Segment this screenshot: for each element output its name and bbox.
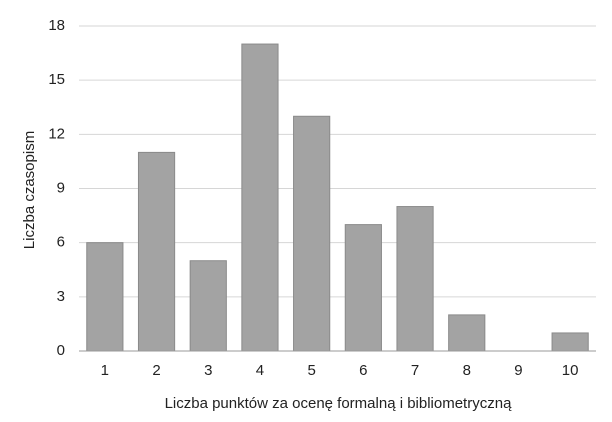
x-tick-label: 4 bbox=[256, 362, 264, 379]
bar bbox=[396, 206, 434, 352]
y-tick-label: 18 bbox=[48, 17, 65, 34]
bar bbox=[448, 314, 486, 352]
x-tick-label: 8 bbox=[463, 362, 471, 379]
x-tick-label: 10 bbox=[562, 362, 579, 379]
x-tick-label: 9 bbox=[514, 362, 522, 379]
y-tick-label: 15 bbox=[48, 71, 65, 88]
bar bbox=[189, 260, 227, 352]
x-axis-label: Liczba punktów za ocenę formalną i bibli… bbox=[165, 395, 513, 412]
x-tick-label: 6 bbox=[359, 362, 367, 379]
x-tick-label: 5 bbox=[307, 362, 315, 379]
x-tick-label: 3 bbox=[204, 362, 212, 379]
y-tick-label: 3 bbox=[57, 288, 65, 305]
bar bbox=[551, 332, 589, 352]
y-tick-label: 0 bbox=[57, 342, 65, 359]
y-axis-label: Liczba czasopism bbox=[21, 131, 38, 249]
y-tick-label: 6 bbox=[57, 234, 65, 251]
bar bbox=[293, 115, 331, 352]
x-tick-label: 2 bbox=[152, 362, 160, 379]
x-tick-label: 1 bbox=[101, 362, 109, 379]
bar bbox=[86, 242, 124, 352]
bar bbox=[137, 151, 176, 352]
x-tick-label: 7 bbox=[411, 362, 419, 379]
y-tick-label: 9 bbox=[57, 179, 65, 196]
bar bbox=[241, 43, 279, 352]
bar bbox=[344, 224, 382, 352]
y-tick-label: 12 bbox=[48, 125, 65, 142]
